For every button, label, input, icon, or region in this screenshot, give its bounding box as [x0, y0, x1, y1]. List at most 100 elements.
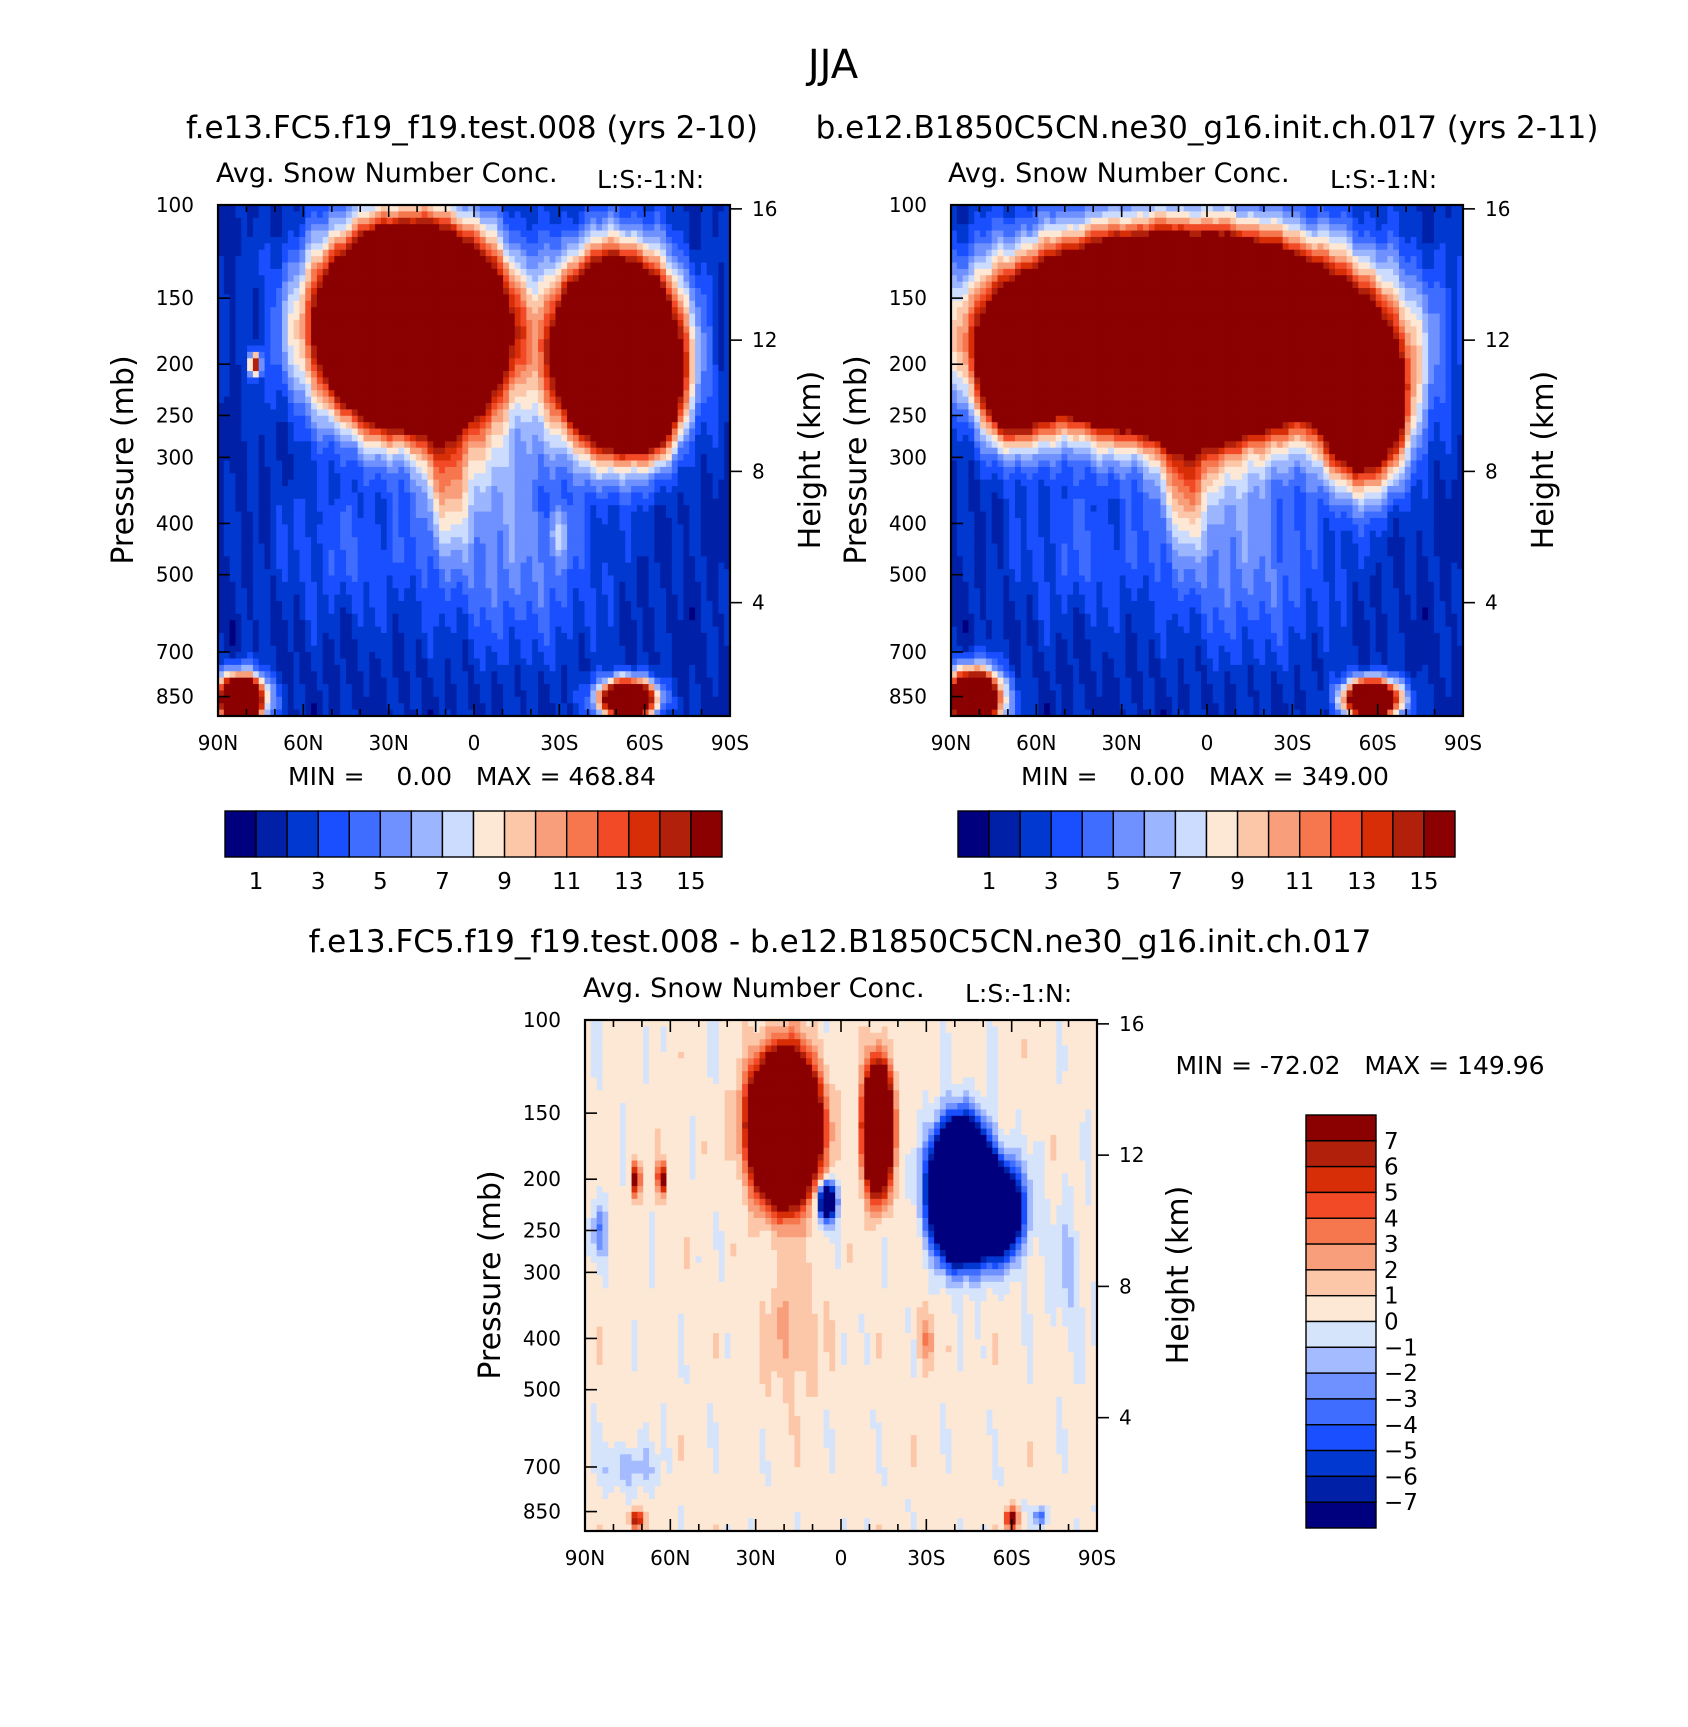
heatmap-cell [235, 358, 242, 366]
heatmap-cell [386, 498, 394, 506]
heatmap-cell [479, 364, 487, 372]
heatmap-cell [363, 383, 370, 391]
heatmap-cell [404, 530, 411, 538]
heatmap-cell [369, 307, 376, 315]
heatmap-cell [351, 441, 359, 449]
heatmap-cell [410, 249, 417, 257]
heatmap-cell [497, 454, 504, 462]
heatmap-cell [468, 479, 475, 487]
heatmap-cell [398, 351, 405, 359]
heatmap-cell [346, 300, 353, 308]
heatmap-cell [415, 288, 423, 296]
heatmap-cell [252, 371, 260, 379]
heatmap-cell [375, 211, 382, 219]
heatmap-cell [218, 351, 225, 359]
heatmap-cell [474, 409, 481, 417]
heatmap-cell [369, 268, 376, 276]
heatmap-cell [229, 313, 237, 321]
heatmap-cell [561, 345, 568, 353]
heatmap-cell [671, 294, 679, 302]
heatmap-cell [503, 288, 510, 296]
heatmap-cell [293, 460, 301, 468]
heatmap-cell [671, 486, 679, 494]
heatmap-cell [636, 454, 644, 462]
heatmap-cell [479, 543, 487, 551]
heatmap-cell [700, 345, 708, 353]
heatmap-cell [474, 428, 481, 436]
heatmap-cell [631, 556, 638, 564]
heatmap-cell [444, 358, 452, 366]
heatmap-cell [392, 236, 399, 244]
heatmap-cell [439, 307, 446, 315]
heatmap-cell [340, 396, 347, 404]
heatmap-cell [619, 549, 626, 557]
heatmap-cell [538, 524, 545, 532]
heatmap-cell [415, 460, 423, 468]
heatmap-cell [456, 211, 463, 219]
heatmap-cell [444, 409, 452, 417]
heatmap-cell [584, 422, 591, 430]
heatmap-cell [671, 307, 679, 315]
heatmap-cell [386, 549, 394, 557]
heatmap-cell [491, 505, 498, 513]
heatmap-cell [613, 294, 621, 302]
heatmap-cell [677, 268, 685, 276]
heatmap-cell [503, 249, 510, 257]
heatmap-cell [357, 224, 365, 232]
heatmap-cell [270, 345, 277, 353]
heatmap-cell [241, 281, 248, 289]
heatmap-cell [636, 505, 644, 513]
heatmap-cell [404, 262, 411, 270]
heatmap-cell [276, 524, 283, 532]
heatmap-cell [252, 275, 260, 283]
heatmap-cell [607, 371, 615, 379]
heatmap-cell [596, 390, 603, 398]
heatmap-cell [567, 236, 574, 244]
heatmap-cell [235, 409, 242, 417]
heatmap-cell [497, 377, 504, 385]
heatmap-cell [375, 434, 382, 442]
heatmap-cell [305, 556, 312, 564]
heatmap-cell [689, 422, 696, 430]
heatmap-cell [392, 460, 399, 468]
heatmap-cell [508, 517, 516, 525]
heatmap-cell [276, 428, 283, 436]
heatmap-cell [613, 249, 621, 257]
heatmap-cell [299, 441, 306, 449]
heatmap-cell [398, 486, 405, 494]
heatmap-cell [386, 562, 394, 570]
heatmap-cell [474, 281, 481, 289]
heatmap-cell [712, 409, 719, 417]
heatmap-cell [276, 268, 283, 276]
heatmap-cell [363, 447, 370, 455]
heatmap-cell [677, 256, 685, 264]
heatmap-cell [532, 447, 539, 455]
heatmap-cell [328, 358, 335, 366]
heatmap-cell [567, 422, 574, 430]
heatmap-cell [287, 396, 295, 404]
heatmap-cell [485, 543, 493, 551]
heatmap-cell [695, 466, 702, 474]
heatmap-cell [503, 205, 510, 212]
heatmap-cell [421, 511, 429, 519]
heatmap-cell [375, 268, 382, 276]
heatmap-cell [508, 217, 516, 225]
heatmap-cell [561, 300, 568, 308]
heatmap-cell [660, 447, 667, 455]
heatmap-cell [247, 466, 254, 474]
heatmap-cell [258, 383, 266, 391]
heatmap-cell [282, 319, 289, 327]
heatmap-cell [369, 364, 376, 372]
heatmap-cell [340, 205, 347, 212]
heatmap-cell [485, 236, 493, 244]
heatmap-cell [328, 422, 335, 430]
heatmap-cell [247, 511, 254, 519]
heatmap-cell [514, 511, 522, 519]
heatmap-cell [421, 358, 429, 366]
heatmap-cell [369, 422, 376, 430]
heatmap-cell [631, 473, 638, 481]
heatmap-cell [654, 543, 661, 551]
heatmap-cell [718, 486, 725, 494]
heatmap-cell [456, 428, 463, 436]
heatmap-cell [555, 492, 562, 500]
